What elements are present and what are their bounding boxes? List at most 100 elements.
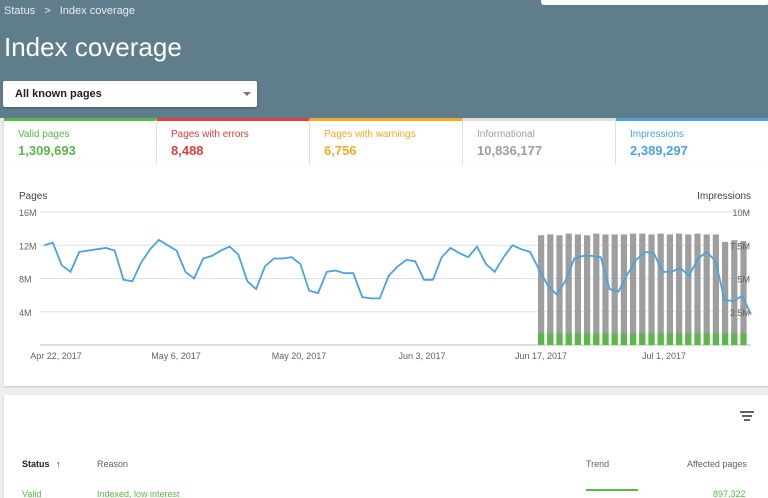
filter-icon[interactable] (740, 411, 754, 423)
x-tick-label: May 20, 2017 (272, 351, 327, 361)
bar-informational (685, 234, 692, 345)
bar-informational (584, 235, 591, 345)
y-tick-label: 4M (19, 308, 32, 318)
impressions-card[interactable]: Impressions 2,389,297 (616, 118, 768, 165)
y-tick-label: 12M (19, 241, 37, 251)
bar-informational (593, 233, 600, 345)
row-reason[interactable]: Indexed, low interest (97, 489, 180, 498)
bar-informational (740, 241, 747, 345)
bar-informational (639, 233, 646, 345)
valid-pages-card[interactable]: Valid pages 1,309,693 (4, 118, 157, 165)
reasons-table: Status ↑ Reason Trend Affected pages Val… (4, 395, 768, 498)
summary-cards: Valid pages 1,309,693 Pages with errors … (4, 118, 768, 165)
bar-informational (657, 233, 664, 345)
bar-valid (666, 333, 673, 345)
row-affected: 897,322 (713, 489, 746, 498)
page-filter-select[interactable]: All known pages (3, 81, 257, 107)
right-tick-label: 5M (737, 275, 750, 285)
errors-card[interactable]: Pages with errors 8,488 (157, 118, 310, 165)
bar-valid (639, 333, 646, 345)
bar-valid (694, 333, 701, 345)
bar-informational (565, 233, 572, 345)
bar-valid (731, 333, 738, 345)
bar-informational (620, 234, 627, 345)
card-value: 2,389,297 (630, 143, 688, 158)
right-axis-title: Impressions (697, 191, 751, 202)
chevron-down-icon (243, 92, 251, 96)
trend-sparkline (586, 489, 638, 491)
bar-informational (547, 234, 554, 345)
breadcrumb: Status > Index coverage (4, 5, 141, 17)
bar-informational (574, 234, 581, 345)
bar-valid (630, 333, 637, 345)
bar-informational (666, 234, 673, 345)
arrow-up-icon: ↑ (56, 459, 61, 469)
bar-valid (740, 333, 747, 345)
right-tick-label: 7.5M (730, 241, 750, 251)
bar-valid (620, 333, 627, 345)
bar-valid (676, 333, 683, 345)
card-label: Impressions (630, 129, 684, 140)
bar-valid (648, 333, 655, 345)
page-filter-value: All known pages (15, 88, 102, 100)
bar-informational (694, 233, 701, 345)
column-header-reason[interactable]: Reason (97, 459, 129, 469)
bar-valid (611, 333, 618, 345)
column-header-trend: Trend (586, 459, 610, 469)
header: Status > Index coverage Index coverage A… (0, 0, 768, 118)
bar-informational (731, 240, 738, 345)
bar-valid (547, 333, 554, 345)
y-tick-label: 8M (19, 275, 32, 285)
card-label: Pages with errors (171, 129, 249, 140)
bar-valid (574, 333, 581, 345)
card-label: Informational (477, 129, 535, 140)
bar-informational (630, 233, 637, 345)
bar-valid (584, 333, 591, 345)
row-status: Valid (22, 489, 42, 498)
bar-informational (722, 241, 729, 345)
search-input[interactable] (541, 0, 768, 5)
x-tick-label: Apr 22, 2017 (30, 351, 82, 361)
left-axis-title: Pages (19, 191, 48, 202)
bar-informational (676, 233, 683, 345)
x-tick-label: Jun 17, 2017 (515, 351, 567, 361)
bar-valid (602, 333, 609, 345)
breadcrumb-separator: > (44, 5, 51, 17)
bar-valid (556, 333, 563, 345)
column-header-status[interactable]: Status ↑ (22, 459, 61, 469)
column-header-affected[interactable]: Affected pages (687, 459, 747, 469)
informational-card[interactable]: Informational 10,836,177 (463, 118, 616, 165)
card-value: 6,756 (324, 143, 357, 158)
right-tick-label: 2.5M (730, 308, 750, 318)
bar-valid (722, 333, 729, 345)
card-label: Valid pages (18, 129, 70, 140)
card-value: 8,488 (171, 143, 204, 158)
breadcrumb-parent[interactable]: Status (4, 5, 36, 17)
warnings-card[interactable]: Pages with warnings 6,756 (310, 118, 463, 165)
breadcrumb-current: Index coverage (59, 5, 135, 17)
bar-informational (611, 234, 618, 345)
bar-valid (593, 333, 600, 345)
card-value: 1,309,693 (18, 143, 76, 158)
bar-valid (565, 333, 572, 345)
y-tick-label: 16M (19, 208, 37, 218)
x-tick-label: Jul 1, 2017 (642, 351, 686, 361)
bar-informational (602, 234, 609, 345)
bar-valid (685, 333, 692, 345)
card-value: 10,836,177 (477, 143, 543, 158)
coverage-chart[interactable]: 16M 12M 8M 4M 10M 7.5M 5M 2.5M Apr 22, 2017 May 6… (4, 165, 768, 386)
bar-informational (703, 234, 710, 345)
bar-valid (703, 333, 710, 345)
bar-valid (538, 333, 545, 345)
card-label: Pages with warnings (324, 129, 416, 140)
x-tick-label: May 6, 2017 (151, 351, 201, 361)
right-tick-label: 10M (732, 208, 750, 218)
impressions-line (43, 238, 752, 315)
bar-valid (712, 333, 719, 345)
page-title: Index coverage (4, 32, 182, 62)
bar-valid (657, 333, 664, 345)
bar-informational (712, 234, 719, 345)
x-tick-label: Jun 3, 2017 (398, 351, 445, 361)
bar-informational (648, 234, 655, 345)
chart-card: Pages Impressions 16M 12M 8M 4M 10M 7.5M 5M 2.5… (4, 165, 768, 386)
